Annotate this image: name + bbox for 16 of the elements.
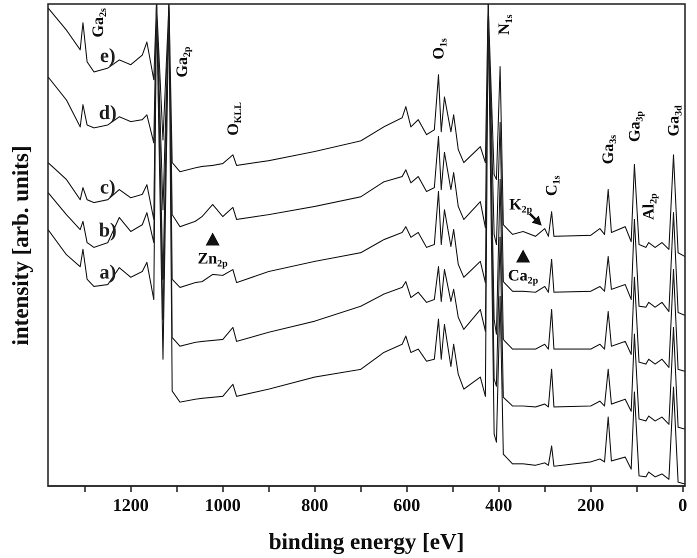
- x-tick-label: 1000: [204, 495, 241, 515]
- y-axis-title: intensity [arb. units]: [8, 146, 32, 346]
- x-tick-label: 1200: [112, 495, 149, 515]
- x-tick-label: 600: [393, 495, 420, 515]
- series-label: e): [100, 45, 116, 68]
- series-label: a): [99, 262, 116, 284]
- annotation: Zn$_{2p}$: [198, 250, 228, 270]
- x-tick-label: 400: [485, 495, 512, 515]
- series-label: c): [100, 176, 116, 199]
- annotation: K$_{2p}$: [509, 196, 533, 216]
- x-tick-label: 800: [301, 495, 328, 515]
- annotation: Ca$_{2p}$: [508, 267, 539, 287]
- x-tick-label: 200: [577, 495, 604, 515]
- x-axis-title: binding energy [eV]: [268, 529, 464, 555]
- series-label: d): [98, 102, 117, 124]
- x-tick-label: 0: [678, 495, 688, 515]
